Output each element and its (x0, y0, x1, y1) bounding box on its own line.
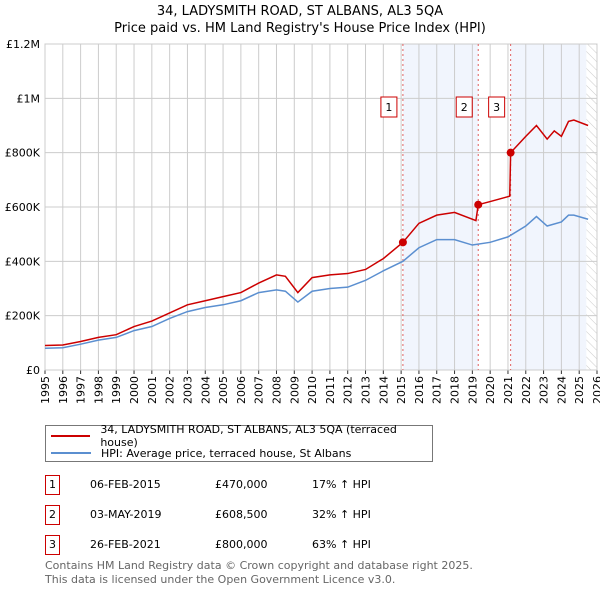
sale-price: £608,500 (215, 508, 268, 521)
x-tick-label: 2026 (591, 376, 600, 404)
legend: 34, LADYSMITH ROAD, ST ALBANS, AL3 5QA (… (45, 423, 433, 462)
sale-delta: 32% ↑ HPI (312, 508, 371, 521)
x-tick-label: 2024 (555, 376, 568, 404)
x-tick-label: 2025 (573, 376, 586, 404)
legend-label-property: 34, LADYSMITH ROAD, ST ALBANS, AL3 5QA (… (100, 423, 397, 449)
sale-date: 26-FEB-2021 (90, 538, 161, 551)
x-tick-label: 2000 (128, 376, 141, 404)
chart-subtitle: Price paid vs. HM Land Registry's House … (114, 21, 486, 36)
legend-swatch-property (51, 435, 91, 437)
y-tick-label: £800K (5, 147, 41, 160)
x-tick-label: 2005 (217, 376, 230, 404)
x-tick-label: 2003 (181, 376, 194, 404)
x-tick-label: 2004 (199, 376, 212, 404)
y-tick-label: £600K (5, 201, 41, 214)
x-tick-label: 2019 (466, 376, 479, 404)
sale-marker-box: 3 (45, 535, 60, 555)
x-tick-label: 1999 (110, 376, 123, 404)
y-tick-label: £1M (17, 92, 41, 105)
x-tick-label: 2014 (377, 376, 390, 404)
plot-area: 1995 1996 1997 1998 1999 2000 2001 2002 2003 2004… (5, 38, 600, 404)
x-tick-label: 2018 (449, 376, 462, 404)
x-tick-label: 2016 (413, 376, 426, 404)
legend-label-hpi: HPI: Average price, terraced house, St A… (101, 446, 352, 460)
sale-label-2: 2 (461, 101, 468, 114)
sale-label-box-1 (380, 96, 398, 118)
x-tick-label: 2013 (360, 376, 373, 404)
sale-label-3: 3 (493, 101, 500, 114)
sale-price: £470,000 (215, 478, 268, 491)
y-tick-label: £0 (26, 364, 40, 377)
sale-label-box-3 (488, 96, 506, 118)
x-tick-label: 2006 (235, 376, 248, 404)
sale-row-2: 2 03-MAY-2019 £608,500 32% ↑ HPI (45, 505, 445, 525)
x-tick-label: 2001 (146, 376, 159, 404)
x-tick-label: 2015 (395, 376, 408, 404)
x-tick-label: 2012 (342, 376, 355, 404)
x-tick-label: 1998 (92, 376, 105, 404)
property-price-line (44, 119, 589, 347)
sale-row-3: 3 26-FEB-2021 £800,000 63% ↑ HPI (45, 535, 445, 555)
sale-delta: 63% ↑ HPI (312, 538, 371, 551)
sale-label-box-2 (455, 96, 473, 118)
y-tick-label: £400K (5, 255, 41, 268)
chart-title: 34, LADYSMITH ROAD, ST ALBANS, AL3 5QA (156, 4, 444, 19)
x-tick-label: 2009 (288, 376, 301, 404)
legend-swatch-hpi (51, 452, 91, 454)
footer-copyright: Contains HM Land Registry data © Crown c… (45, 559, 473, 572)
y-tick-label: £200K (5, 310, 41, 323)
x-tick-label: 2021 (502, 376, 515, 404)
sale-marker-box: 2 (45, 505, 60, 525)
sale-price: £800,000 (215, 538, 268, 551)
sale-point-1 (398, 238, 407, 247)
y-tick-label: £1.2M (6, 38, 40, 51)
x-tick-label: 2010 (306, 376, 319, 404)
x-tick-label: 2022 (520, 376, 533, 404)
hpi-line (44, 214, 589, 350)
x-tick-label: 2011 (324, 376, 337, 404)
sale-delta: 17% ↑ HPI (312, 478, 371, 491)
x-tick-label: 2023 (538, 376, 551, 404)
sale-point-3 (506, 148, 515, 157)
sale-label-1: 1 (385, 101, 392, 114)
sale-date: 03-MAY-2019 (90, 508, 162, 521)
x-tick-label: 2007 (253, 376, 266, 404)
x-tick-label: 2020 (484, 376, 497, 404)
x-tick-label: 2017 (431, 376, 444, 404)
x-tick-label: 2008 (270, 376, 283, 404)
sale-row-1: 1 06-FEB-2015 £470,000 17% ↑ HPI (45, 475, 445, 495)
sale-point-2 (474, 200, 483, 209)
footer-licence: This data is licensed under the Open Gov… (45, 573, 396, 586)
sale-date: 06-FEB-2015 (90, 478, 161, 491)
plot-frame (44, 43, 598, 371)
x-tick-label: 2002 (164, 376, 177, 404)
x-tick-label: 1997 (75, 376, 88, 404)
x-tick-label: 1996 (57, 376, 70, 404)
x-tick-label: 1995 (39, 376, 52, 404)
sale-marker-box: 1 (45, 475, 60, 495)
